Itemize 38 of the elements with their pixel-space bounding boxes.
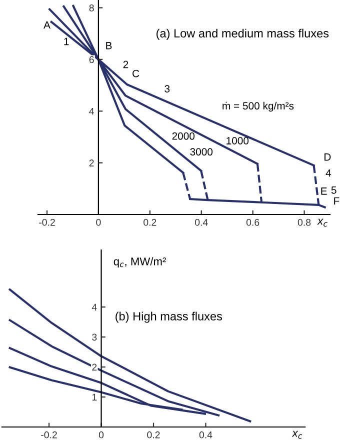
y-axis-title: q$_{c}$, MW/m² xyxy=(114,257,166,268)
y-tick-label: 2 xyxy=(92,364,97,371)
text: (a) Low and medium mass fluxes xyxy=(156,28,329,40)
text: 5 xyxy=(331,186,336,194)
x-tick-label: -0.2 xyxy=(41,431,57,438)
x-tick-label: -0.2 xyxy=(39,218,55,226)
x-tick-label: 0.6 xyxy=(246,218,260,226)
annotation: 2 xyxy=(123,60,128,68)
y-tick-label: 2 xyxy=(89,160,94,166)
annotation: 4 xyxy=(326,169,332,177)
annotation: B xyxy=(106,42,112,50)
x-tick-label: 0.4 xyxy=(194,218,208,226)
x-tick-label: 0.8 xyxy=(298,218,311,226)
annotation: D xyxy=(324,153,331,161)
annotation: E xyxy=(321,188,327,195)
annotation: ṁ = 500 kg/m²s xyxy=(222,102,294,112)
annotation: 2000 xyxy=(172,132,195,140)
annotation: C xyxy=(132,70,140,78)
y-tick-label: 6 xyxy=(89,56,94,64)
annotation: 3 xyxy=(164,85,170,92)
x-tick-label: 0.4 xyxy=(199,431,212,438)
y-tick-label: 4 xyxy=(92,304,97,311)
y-tick-label: 4 xyxy=(89,108,94,115)
annotation: 1000 xyxy=(226,137,249,144)
y-tick-label: 8 xyxy=(89,4,94,12)
annotation: A xyxy=(44,21,50,29)
y-tick-label: 3 xyxy=(92,334,97,341)
annotation: 1 xyxy=(64,38,69,46)
x-tick-label: 0 xyxy=(98,431,104,438)
x-tick-label: 0.2 xyxy=(147,431,160,438)
y-tick-label: 1 xyxy=(92,394,97,401)
x-axis-title: x$_{c}$ xyxy=(317,218,328,227)
x-axis-title: x$_{c}$ xyxy=(292,430,302,439)
x-tick-label: 0 xyxy=(96,218,101,226)
text: (b) High mass fluxes xyxy=(116,312,222,323)
x-tick-label: 0.2 xyxy=(144,218,156,226)
text: F xyxy=(334,197,340,205)
annotation: 3000 xyxy=(190,148,213,156)
